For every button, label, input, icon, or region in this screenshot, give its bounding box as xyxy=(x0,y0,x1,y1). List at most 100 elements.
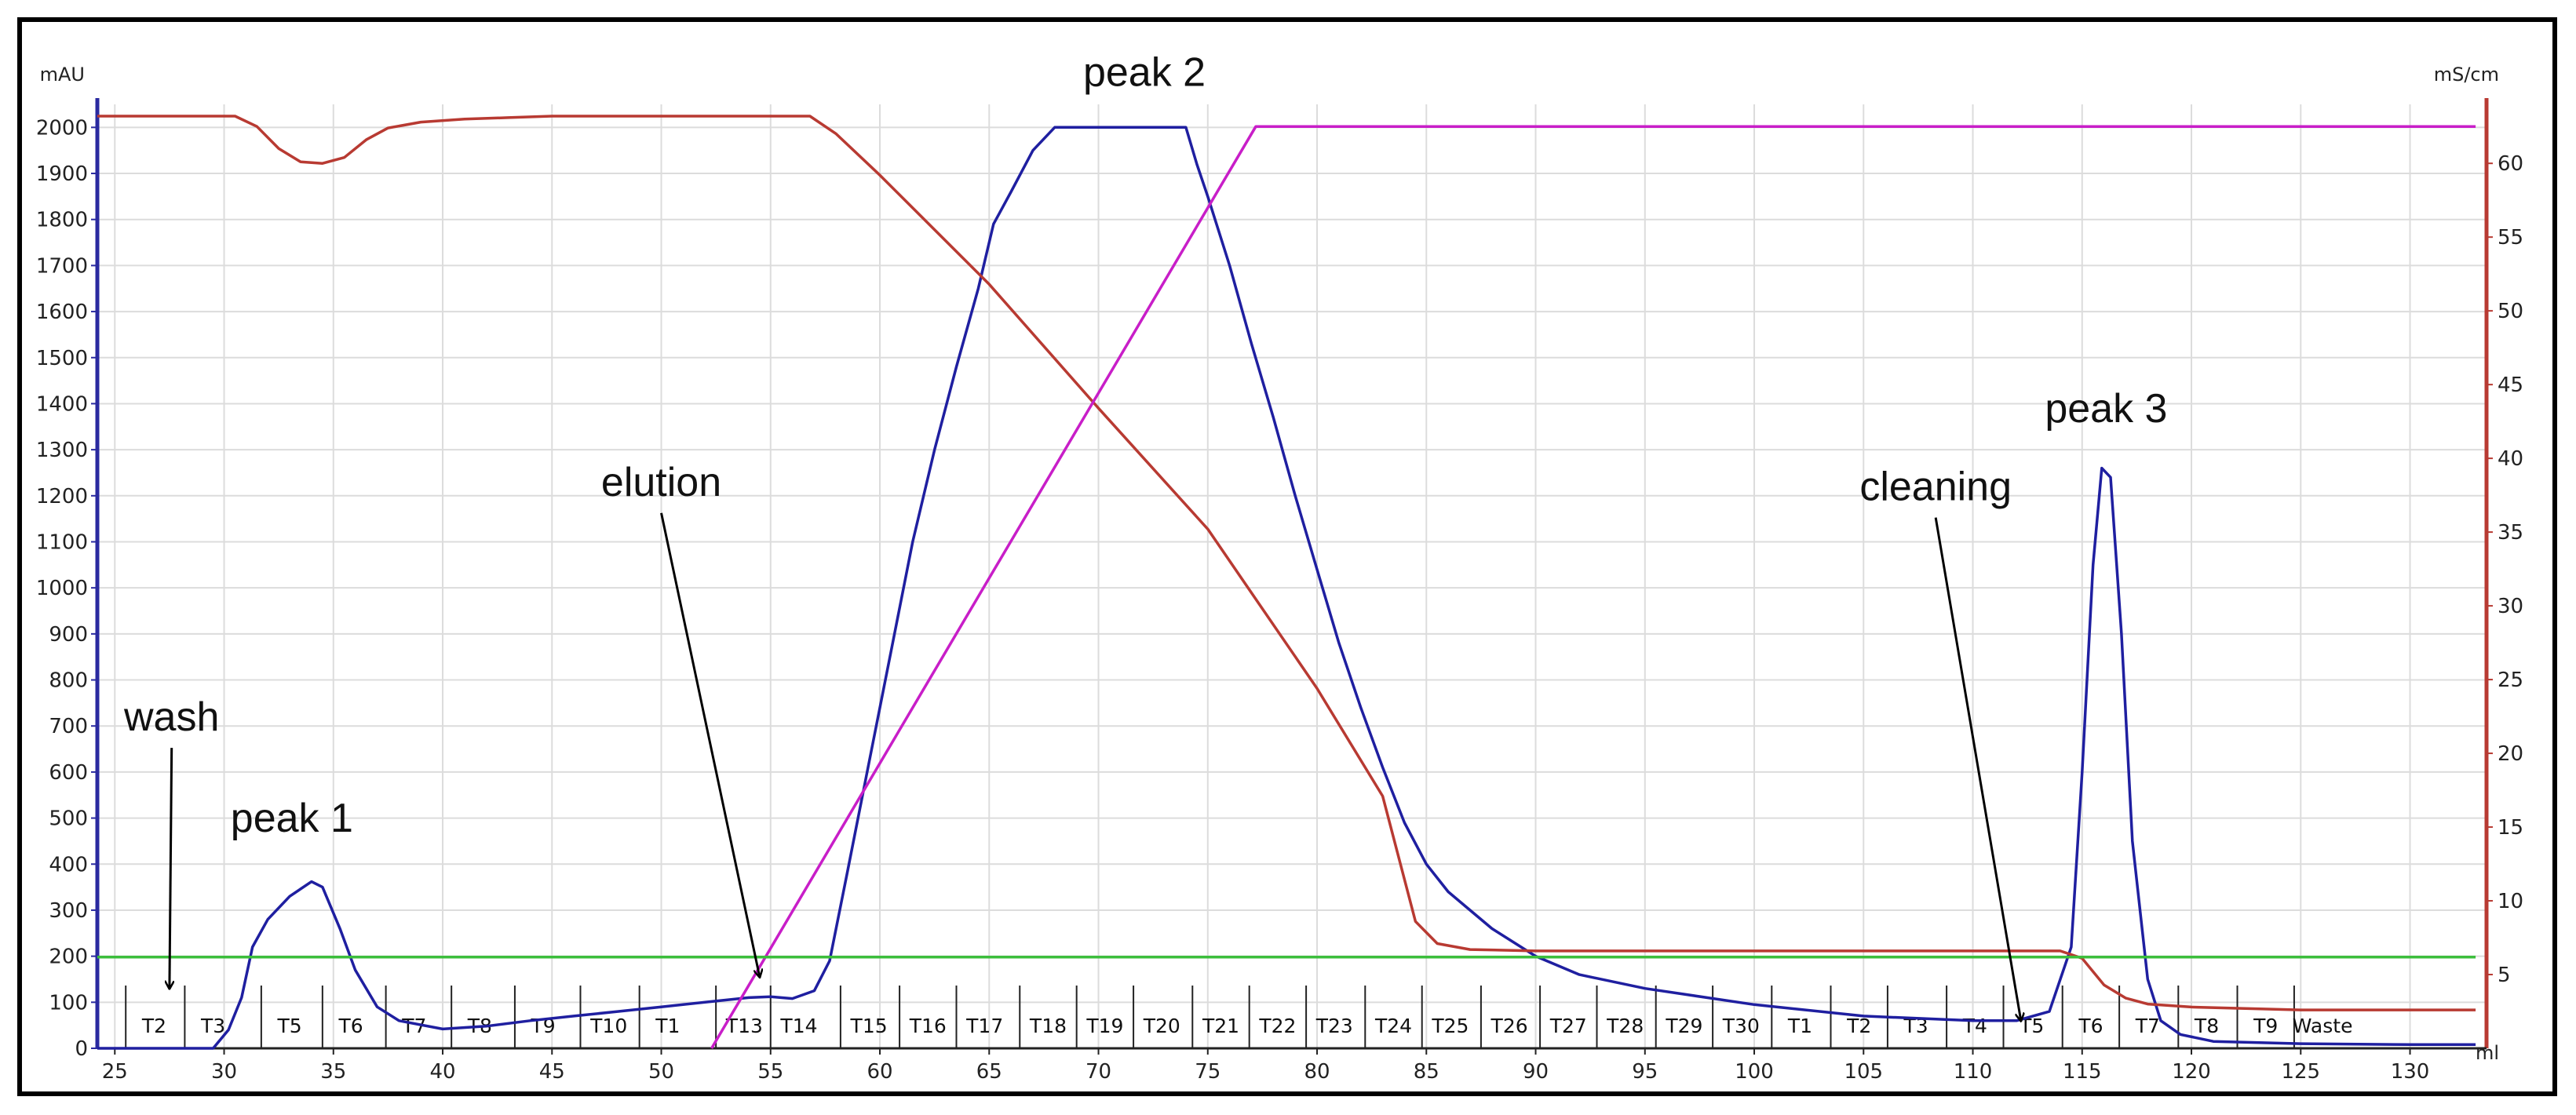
x-tick-label: 70 xyxy=(1085,1060,1111,1084)
fraction-label: T3 xyxy=(200,1015,225,1037)
left-tick-label: 2000 xyxy=(36,116,88,140)
left-tick-label: 1000 xyxy=(36,577,88,600)
fraction-label: T18 xyxy=(1029,1015,1067,1037)
left-tick-label: 700 xyxy=(49,715,88,738)
x-tick-label: 65 xyxy=(976,1060,1002,1084)
fraction-label: T4 xyxy=(1962,1015,1987,1037)
fraction-label: T2 xyxy=(141,1015,166,1037)
annotation-peak-2: peak 2 xyxy=(1083,50,1206,96)
left-tick-label: 300 xyxy=(49,899,88,923)
x-tick-label: 75 xyxy=(1195,1060,1220,1084)
annotation-arrow-wash xyxy=(170,748,172,989)
fraction-label: T13 xyxy=(725,1015,763,1037)
concentration-b-line xyxy=(710,125,2476,1049)
left-tick-label: 500 xyxy=(49,807,88,831)
fraction-label: T7 xyxy=(2135,1015,2160,1037)
x-tick-label: 35 xyxy=(320,1060,346,1084)
right-tick-label: 45 xyxy=(2498,373,2523,397)
fraction-label: T22 xyxy=(1258,1015,1296,1037)
fraction-label: T25 xyxy=(1431,1015,1469,1037)
left-tick-label: 0 xyxy=(75,1037,88,1061)
fraction-label: T24 xyxy=(1374,1015,1412,1037)
left-tick-label: 800 xyxy=(49,669,88,693)
fraction-label: T29 xyxy=(1665,1015,1702,1037)
left-tick-label: 600 xyxy=(49,761,88,785)
annotation-elution: elution xyxy=(601,460,721,505)
fraction-label: T1 xyxy=(1787,1015,1812,1037)
x-tick-label: 110 xyxy=(1954,1060,1993,1084)
fraction-label: T16 xyxy=(909,1015,947,1037)
annotation-arrow-cleaning xyxy=(1934,517,2021,1021)
fraction-label: T15 xyxy=(850,1015,888,1037)
right-tick-label: 5 xyxy=(2498,964,2511,987)
x-tick-label: 115 xyxy=(2063,1060,2102,1084)
annotation-peak-1: peak 1 xyxy=(231,796,353,841)
fraction-label: T19 xyxy=(1085,1015,1123,1037)
x-tick-label: 90 xyxy=(1523,1060,1549,1084)
x-tick-label: 100 xyxy=(1735,1060,1774,1084)
x-tick-label: 120 xyxy=(2172,1060,2211,1084)
x-tick-label: 60 xyxy=(867,1060,892,1084)
left-tick-label: 1200 xyxy=(36,485,88,508)
right-tick-label: 15 xyxy=(2498,816,2523,840)
x-tick-label: 80 xyxy=(1304,1060,1330,1084)
annotation-wash: wash xyxy=(123,694,219,740)
left-axis-unit: mAU xyxy=(40,64,85,86)
left-tick-label: 900 xyxy=(49,623,88,647)
x-tick-label: 30 xyxy=(211,1060,237,1084)
fraction-label: T5 xyxy=(276,1015,301,1037)
conductivity-ms-cm-line xyxy=(97,115,2476,1011)
left-tick-label: 1500 xyxy=(36,347,88,370)
left-tick-label: 1400 xyxy=(36,392,88,416)
fraction-label: T6 xyxy=(2078,1015,2103,1037)
x-tick-label: 50 xyxy=(648,1060,674,1084)
x-tick-label: 95 xyxy=(1632,1060,1658,1084)
fraction-label: T30 xyxy=(1722,1015,1760,1037)
uv-absorbance-mau-line xyxy=(97,126,2476,1050)
left-tick-label: 1300 xyxy=(36,439,88,462)
right-tick-label: 10 xyxy=(2498,890,2523,913)
annotation-cleaning: cleaning xyxy=(1859,465,2012,510)
fraction-label: T21 xyxy=(1202,1015,1239,1037)
fraction-label: T14 xyxy=(779,1015,817,1037)
annotation-peak-3: peak 3 xyxy=(2045,386,2167,432)
fraction-label: T17 xyxy=(965,1015,1003,1037)
fraction-label: T9 xyxy=(2253,1015,2278,1037)
right-tick-label: 25 xyxy=(2498,669,2523,692)
fraction-label: T20 xyxy=(1143,1015,1180,1037)
left-tick-label: 1800 xyxy=(36,209,88,232)
x-tick-label: 130 xyxy=(2391,1060,2430,1084)
x-tick-label: 25 xyxy=(102,1060,128,1084)
right-tick-label: 60 xyxy=(2498,152,2523,176)
x-tick-label: 40 xyxy=(429,1060,455,1084)
right-tick-label: 30 xyxy=(2498,595,2523,618)
left-tick-label: 400 xyxy=(49,853,88,876)
annotation-arrow-elution xyxy=(660,512,760,977)
fraction-label: T23 xyxy=(1315,1015,1353,1037)
right-tick-label: 40 xyxy=(2498,447,2523,471)
fraction-label: Waste xyxy=(2293,1015,2353,1037)
chart-frame xyxy=(17,17,2557,1096)
right-axis-unit: mS/cm xyxy=(2434,64,2499,86)
x-tick-label: 85 xyxy=(1414,1060,1439,1084)
right-tick-label: 20 xyxy=(2498,742,2523,766)
left-tick-label: 1700 xyxy=(36,254,88,278)
x-tick-label: 45 xyxy=(539,1060,565,1084)
fraction-label: T27 xyxy=(1549,1015,1587,1037)
x-tick-label: 55 xyxy=(757,1060,783,1084)
right-tick-label: 35 xyxy=(2498,521,2523,545)
left-tick-label: 100 xyxy=(49,991,88,1015)
fraction-label: T10 xyxy=(589,1015,627,1037)
fraction-label: T2 xyxy=(1846,1015,1871,1037)
fraction-label: T6 xyxy=(338,1015,363,1037)
fraction-label: T8 xyxy=(2194,1015,2219,1037)
fraction-label: T1 xyxy=(655,1015,680,1037)
fraction-label: T26 xyxy=(1491,1015,1528,1037)
left-tick-label: 200 xyxy=(49,946,88,969)
right-tick-label: 50 xyxy=(2498,300,2523,323)
left-tick-label: 1900 xyxy=(36,162,88,186)
left-tick-label: 1600 xyxy=(36,301,88,324)
right-tick-label: 55 xyxy=(2498,226,2523,250)
left-tick-label: 1100 xyxy=(36,530,88,554)
